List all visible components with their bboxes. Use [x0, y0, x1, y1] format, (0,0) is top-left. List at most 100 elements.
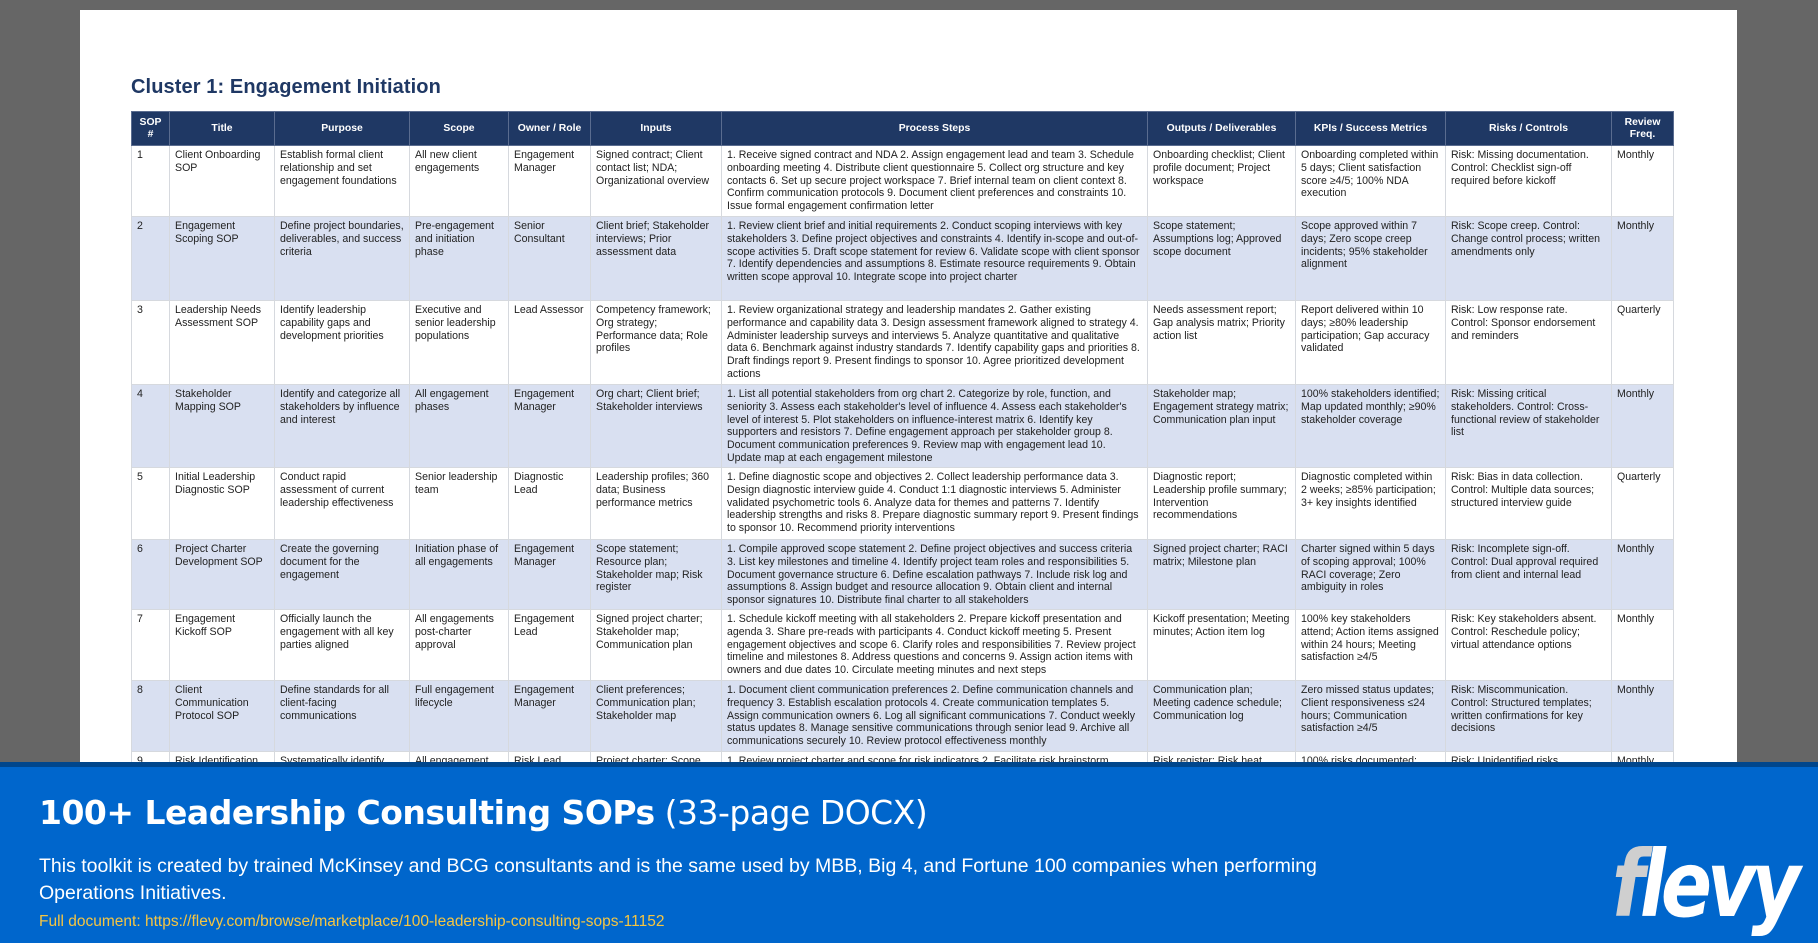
cell-kpis: Diagnostic completed within 2 weeks; ≥85… [1295, 467, 1446, 540]
cell-purpose: Officially launch the engagement with al… [274, 609, 410, 681]
banner-description: This toolkit is created by trained McKin… [39, 855, 1317, 904]
cell-purpose: Identify leadership capability gaps and … [274, 300, 410, 385]
cell-risks: Risk: Missing critical stakeholders. Con… [1445, 384, 1612, 468]
cell-scope: Pre-engagement and initiation phase [409, 216, 509, 301]
col-header-owner: Owner / Role [508, 111, 591, 146]
cell-review-freq: Quarterly [1611, 300, 1674, 385]
cell-review-freq: Monthly [1611, 539, 1674, 610]
cell-outputs: Needs assessment report; Gap analysis ma… [1147, 300, 1296, 385]
cell-outputs: Kickoff presentation; Meeting minutes; A… [1147, 609, 1296, 681]
cell-scope: Initiation phase of all engagements [409, 539, 509, 610]
cell-process-steps: 1. Receive signed contract and NDA 2. As… [721, 145, 1148, 217]
cell-kpis: Zero missed status updates; Client respo… [1295, 680, 1446, 752]
cell-sop-num: 4 [131, 384, 170, 468]
cell-title: Initial Leadership Diagnostic SOP [169, 467, 275, 540]
table-row: 6 Project Charter Development SOP Create… [131, 539, 1674, 610]
col-header-kpis: KPIs / Success Metrics [1295, 111, 1446, 146]
banner-title: 100+ Leadership Consulting SOPs (33-page… [39, 793, 928, 832]
cell-kpis: 100% stakeholders identified; Map update… [1295, 384, 1446, 468]
table-row: 7 Engagement Kickoff SOP Officially laun… [131, 609, 1674, 681]
cell-purpose: Establish formal client relationship and… [274, 145, 410, 217]
col-header-risks: Risks / Controls [1445, 111, 1612, 146]
cell-process-steps: 1. Schedule kickoff meeting with all sta… [721, 609, 1148, 681]
col-header-title: Title [169, 111, 275, 146]
cell-outputs: Signed project charter; RACI matrix; Mil… [1147, 539, 1296, 610]
cell-risks: Risk: Bias in data collection. Control: … [1445, 467, 1612, 540]
cell-purpose: Conduct rapid assessment of current lead… [274, 467, 410, 540]
cell-scope: Senior leadership team [409, 467, 509, 540]
cell-risks: Risk: Missing documentation. Control: Ch… [1445, 145, 1612, 217]
table-row: 4 Stakeholder Mapping SOP Identify and c… [131, 384, 1674, 468]
cell-scope: Executive and senior leadership populati… [409, 300, 509, 385]
flevy-logo[interactable]: flevy [1612, 835, 1801, 935]
cell-process-steps: 1. Define diagnostic scope and objective… [721, 467, 1148, 540]
cell-kpis: Report delivered within 10 days; ≥80% le… [1295, 300, 1446, 385]
promo-banner: 100+ Leadership Consulting SOPs (33-page… [0, 762, 1818, 943]
cell-title: Client Onboarding SOP [169, 145, 275, 217]
document-page: Cluster 1: Engagement Initiation SOP # T… [80, 10, 1737, 770]
cell-scope: All new client engagements [409, 145, 509, 217]
cell-risks: Risk: Low response rate. Control: Sponso… [1445, 300, 1612, 385]
col-header-inputs: Inputs [590, 111, 722, 146]
banner-title-main: 100+ Leadership Consulting SOPs [39, 793, 655, 832]
cell-title: Engagement Kickoff SOP [169, 609, 275, 681]
cell-scope: All engagements post-charter approval [409, 609, 509, 681]
cell-purpose: Create the governing document for the en… [274, 539, 410, 610]
cell-owner: Engagement Manager [508, 145, 591, 217]
cell-process-steps: 1. List all potential stakeholders from … [721, 384, 1148, 468]
cell-inputs: Client brief; Stakeholder interviews; Pr… [590, 216, 722, 301]
cell-owner: Engagement Manager [508, 384, 591, 468]
cell-risks: Risk: Scope creep. Control: Change contr… [1445, 216, 1612, 301]
cell-sop-num: 2 [131, 216, 170, 301]
cell-title: Project Charter Development SOP [169, 539, 275, 610]
table-header-row: SOP # Title Purpose Scope Owner / Role I… [131, 111, 1674, 146]
cell-purpose: Define standards for all client-facing c… [274, 680, 410, 752]
sop-table: SOP # Title Purpose Scope Owner / Role I… [131, 111, 1674, 770]
cell-owner: Engagement Lead [508, 609, 591, 681]
cell-sop-num: 8 [131, 680, 170, 752]
cell-title: Engagement Scoping SOP [169, 216, 275, 301]
cell-review-freq: Monthly [1611, 216, 1674, 301]
logo-rest: levy [1639, 831, 1801, 938]
cell-outputs: Scope statement; Assumptions log; Approv… [1147, 216, 1296, 301]
cell-risks: Risk: Incomplete sign-off. Control: Dual… [1445, 539, 1612, 610]
cell-review-freq: Quarterly [1611, 467, 1674, 540]
logo-f: f [1612, 831, 1645, 938]
cell-outputs: Diagnostic report; Leadership profile su… [1147, 467, 1296, 540]
cell-sop-num: 3 [131, 300, 170, 385]
cell-review-freq: Monthly [1611, 680, 1674, 752]
cell-purpose: Identify and categorize all stakeholders… [274, 384, 410, 468]
cell-kpis: Scope approved within 7 days; Zero scope… [1295, 216, 1446, 301]
cell-title: Stakeholder Mapping SOP [169, 384, 275, 468]
banner-title-format: (33-page DOCX) [654, 793, 928, 832]
cell-review-freq: Monthly [1611, 609, 1674, 681]
col-header-process-steps: Process Steps [721, 111, 1148, 146]
full-document-link[interactable]: Full document: https://flevy.com/browse/… [39, 913, 665, 930]
cell-sop-num: 5 [131, 467, 170, 540]
cell-sop-num: 6 [131, 539, 170, 610]
cell-process-steps: 1. Review organizational strategy and le… [721, 300, 1148, 385]
cell-owner: Engagement Manager [508, 680, 591, 752]
cell-inputs: Signed contract; Client contact list; ND… [590, 145, 722, 217]
col-header-outputs: Outputs / Deliverables [1147, 111, 1296, 146]
col-header-scope: Scope [409, 111, 509, 146]
cell-owner: Lead Assessor [508, 300, 591, 385]
cell-kpis: 100% key stakeholders attend; Action ite… [1295, 609, 1446, 681]
table-row: 5 Initial Leadership Diagnostic SOP Cond… [131, 467, 1674, 540]
table-row: 3 Leadership Needs Assessment SOP Identi… [131, 300, 1674, 385]
cell-sop-num: 7 [131, 609, 170, 681]
cell-title: Client Communication Protocol SOP [169, 680, 275, 752]
cell-outputs: Stakeholder map; Engagement strategy mat… [1147, 384, 1296, 468]
cell-inputs: Org chart; Client brief; Stakeholder int… [590, 384, 722, 468]
cell-owner: Diagnostic Lead [508, 467, 591, 540]
cell-sop-num: 1 [131, 145, 170, 217]
cell-title: Leadership Needs Assessment SOP [169, 300, 275, 385]
cell-review-freq: Monthly [1611, 384, 1674, 468]
cell-inputs: Client preferences; Communication plan; … [590, 680, 722, 752]
cell-owner: Senior Consultant [508, 216, 591, 301]
col-header-purpose: Purpose [274, 111, 410, 146]
cell-process-steps: 1. Review client brief and initial requi… [721, 216, 1148, 301]
cell-risks: Risk: Miscommunication. Control: Structu… [1445, 680, 1612, 752]
cell-outputs: Communication plan; Meeting cadence sche… [1147, 680, 1296, 752]
cell-risks: Risk: Key stakeholders absent. Control: … [1445, 609, 1612, 681]
